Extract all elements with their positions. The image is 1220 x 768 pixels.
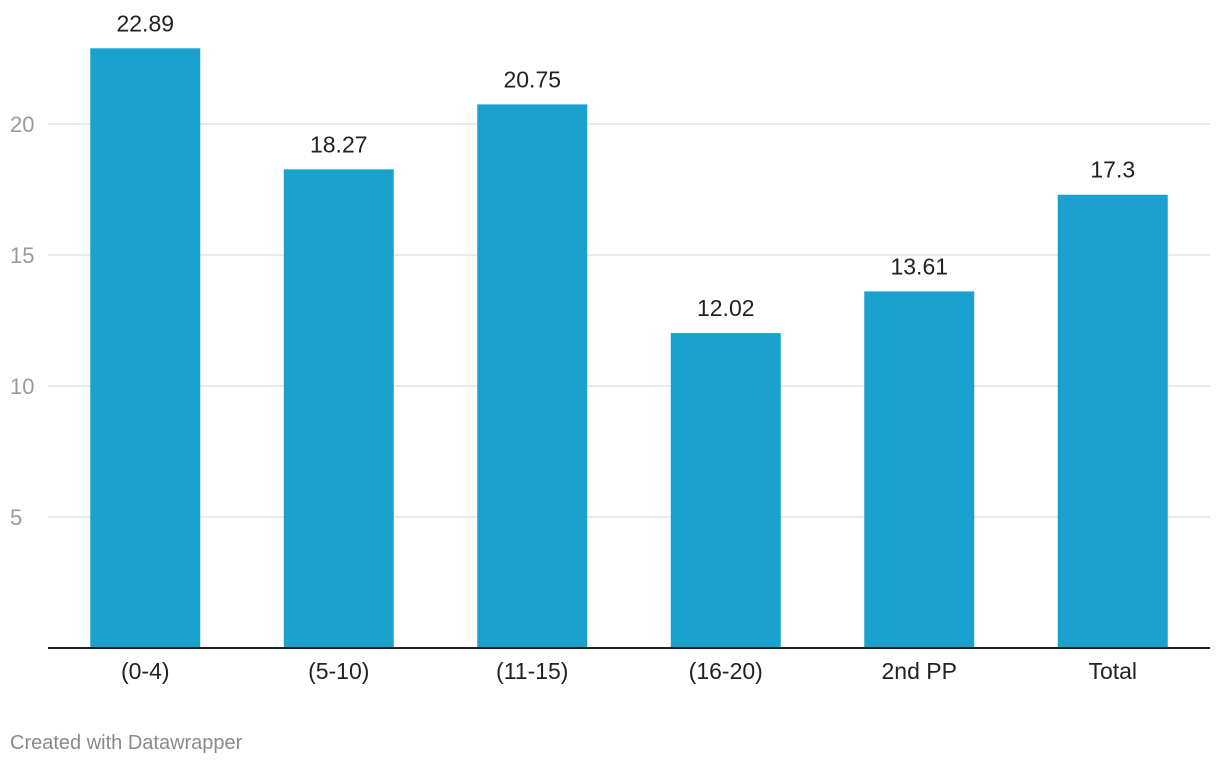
bar-value-label: 18.27 bbox=[310, 131, 368, 157]
x-tick-label: (0-4) bbox=[121, 658, 170, 684]
bar bbox=[864, 291, 975, 648]
y-tick-label: 20 bbox=[10, 112, 34, 137]
bar bbox=[283, 169, 394, 649]
bar bbox=[1057, 194, 1168, 649]
bar-value-label: 12.02 bbox=[697, 295, 755, 321]
y-tick-label: 15 bbox=[10, 243, 34, 268]
x-tick-label: (5-10) bbox=[308, 658, 369, 684]
bar-value-label: 13.61 bbox=[890, 253, 948, 279]
y-axis-ticks: 5 10 15 20 bbox=[10, 112, 34, 530]
data-labels: 22.89 18.27 20.75 12.02 13.61 17.3 bbox=[116, 10, 1135, 321]
bar bbox=[90, 48, 201, 649]
x-tick-label: Total bbox=[1088, 658, 1137, 684]
bar-value-label: 20.75 bbox=[503, 66, 561, 92]
y-tick-label: 10 bbox=[10, 374, 34, 399]
bar-value-label: 22.89 bbox=[116, 10, 174, 36]
x-tick-label: 2nd PP bbox=[882, 658, 957, 684]
x-tick-label: (11-15) bbox=[496, 658, 568, 684]
gridlines bbox=[48, 123, 1210, 518]
bars bbox=[90, 48, 1168, 649]
x-axis-ticks: (0-4) (5-10) (11-15) (16-20) 2nd PP Total bbox=[121, 658, 1137, 684]
x-tick-label: (16-20) bbox=[689, 658, 763, 684]
credit-text: Created with Datawrapper bbox=[10, 732, 243, 754]
bar-value-label: 17.3 bbox=[1090, 157, 1135, 183]
bar bbox=[670, 333, 781, 648]
bar bbox=[477, 104, 588, 649]
y-tick-label: 5 bbox=[10, 505, 22, 530]
